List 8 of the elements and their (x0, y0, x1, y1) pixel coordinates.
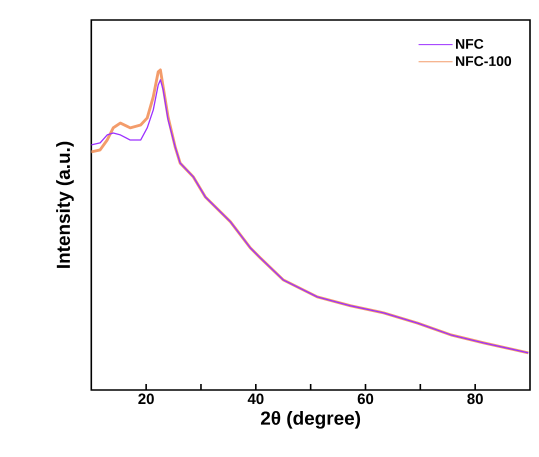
x-tick-label: 80 (467, 394, 483, 404)
x-tick-label: 40 (248, 394, 264, 404)
legend-label: NFC (456, 38, 484, 49)
y-axis-title: Intensity (a.u.) (56, 142, 74, 268)
x-tick-label: 20 (138, 394, 154, 404)
x-axis-title: 2θ (degree) (260, 410, 360, 429)
legend-label: NFC-100 (456, 56, 512, 66)
x-tick-label: 60 (358, 394, 374, 404)
